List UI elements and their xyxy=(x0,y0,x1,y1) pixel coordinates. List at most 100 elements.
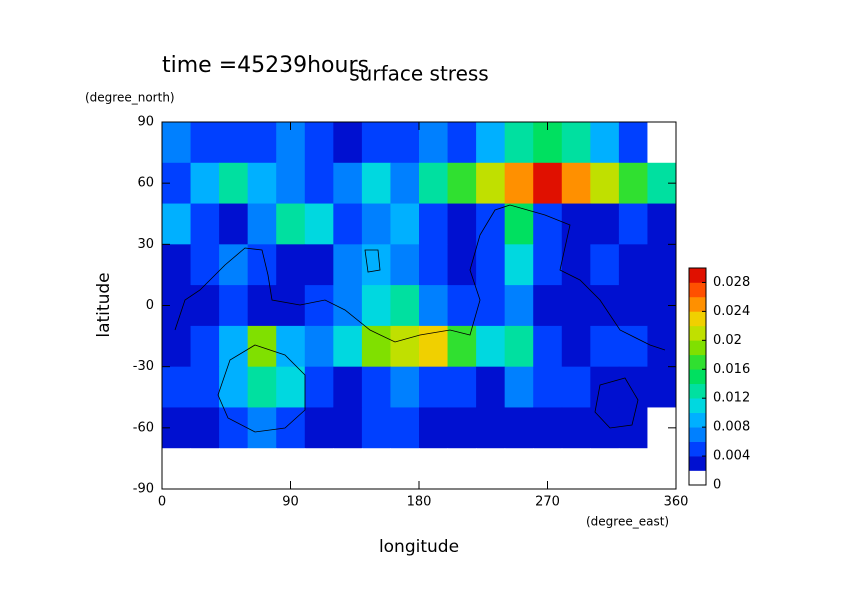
cell xyxy=(390,162,420,205)
cell xyxy=(504,122,534,164)
cell xyxy=(618,285,648,327)
cell xyxy=(419,162,449,205)
cell xyxy=(476,244,506,286)
cell xyxy=(304,162,334,205)
y-tick-label: 60 xyxy=(137,176,154,191)
colorbar-tick-label: 0.004 xyxy=(713,449,750,464)
cell xyxy=(333,203,363,245)
colorbar-band xyxy=(689,441,706,457)
cell xyxy=(447,122,477,164)
x-tick-label: 90 xyxy=(282,495,299,510)
cell xyxy=(390,448,420,490)
cell xyxy=(361,162,391,205)
cell xyxy=(190,366,220,408)
cell xyxy=(447,203,477,245)
chart-title: surface stress xyxy=(349,62,488,86)
cell xyxy=(162,244,192,286)
cell xyxy=(476,448,506,490)
cell xyxy=(361,203,391,245)
cell xyxy=(304,244,334,286)
y-tick-label: 90 xyxy=(137,115,154,130)
cell xyxy=(533,407,563,449)
cell xyxy=(590,366,620,408)
cell xyxy=(618,366,648,408)
cell xyxy=(162,122,192,164)
cell xyxy=(647,203,677,245)
colorbar-band xyxy=(689,383,706,399)
cell xyxy=(361,325,391,368)
cell xyxy=(476,162,506,205)
y-axis-label: latitude xyxy=(94,272,114,337)
cell xyxy=(647,448,677,490)
x-axis-label: longitude xyxy=(379,537,459,557)
cell xyxy=(561,162,591,205)
cell xyxy=(447,325,477,368)
cell xyxy=(647,244,677,286)
colorbar-band xyxy=(689,311,706,327)
x-tick-label: 360 xyxy=(664,495,689,510)
cell xyxy=(561,448,591,490)
cell xyxy=(533,203,563,245)
cell xyxy=(219,122,249,164)
cell xyxy=(476,122,506,164)
cell xyxy=(504,285,534,327)
cell xyxy=(447,407,477,449)
coastlines xyxy=(174,204,666,433)
chart-subtitle: time =45239hours xyxy=(162,53,369,78)
cell xyxy=(590,122,620,164)
cell xyxy=(533,244,563,286)
cell xyxy=(333,366,363,408)
colorbar-tick-label: 0.02 xyxy=(713,333,742,348)
cell xyxy=(304,285,334,327)
cell xyxy=(447,448,477,490)
cell xyxy=(304,122,334,164)
cell xyxy=(247,285,277,327)
cell xyxy=(419,407,449,449)
cell xyxy=(590,285,620,327)
cell xyxy=(504,448,534,490)
cell xyxy=(561,122,591,164)
cell xyxy=(219,366,249,408)
colorbar-band xyxy=(689,427,706,442)
cell xyxy=(504,203,534,245)
colorbar-band xyxy=(689,268,706,283)
colorbar-tick-label: 0.012 xyxy=(713,391,750,406)
colorbar-band xyxy=(689,340,706,356)
cell xyxy=(618,244,648,286)
cell xyxy=(476,203,506,245)
cell xyxy=(162,366,192,408)
cell xyxy=(219,407,249,449)
colorbar-band xyxy=(689,398,706,413)
cell xyxy=(618,203,648,245)
cell xyxy=(333,162,363,205)
cell xyxy=(590,325,620,368)
cell xyxy=(361,366,391,408)
cell xyxy=(247,122,277,164)
cell xyxy=(390,285,420,327)
cell xyxy=(276,203,306,245)
cell xyxy=(647,366,677,408)
cell xyxy=(247,448,277,490)
cell xyxy=(190,448,220,490)
cell xyxy=(190,122,220,164)
cell xyxy=(476,285,506,327)
cell xyxy=(504,366,534,408)
cell xyxy=(162,325,192,368)
cell xyxy=(247,407,277,449)
colorbar-band xyxy=(689,412,706,428)
cell xyxy=(333,325,363,368)
cell xyxy=(504,325,534,368)
cell xyxy=(561,366,591,408)
y-tick-label: -90 xyxy=(133,482,154,497)
cell xyxy=(390,407,420,449)
cell xyxy=(476,325,506,368)
cell xyxy=(333,122,363,164)
cell xyxy=(276,162,306,205)
colorbar-tick-label: 0.024 xyxy=(713,304,750,319)
cell xyxy=(361,244,391,286)
x-tick-label: 0 xyxy=(158,495,166,510)
cell xyxy=(419,285,449,327)
x-unit: (degree_east) xyxy=(586,515,669,529)
field xyxy=(162,122,677,490)
cell xyxy=(219,325,249,368)
